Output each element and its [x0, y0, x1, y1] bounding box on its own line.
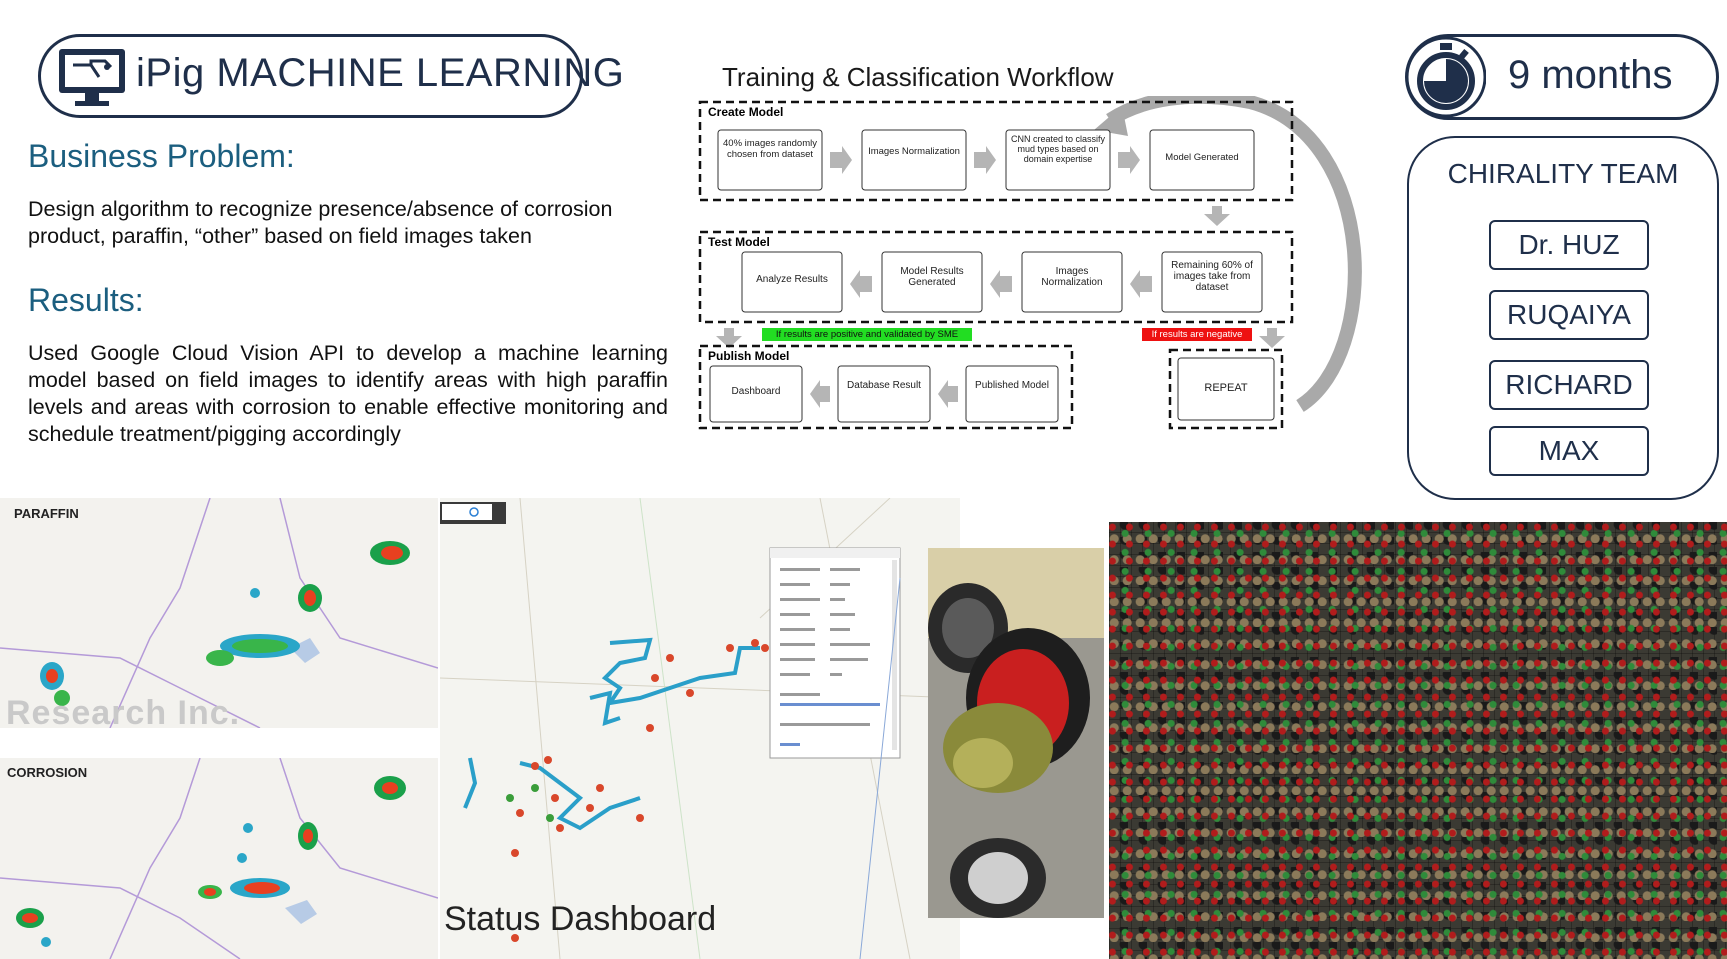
test-step: Model Results Generated [900, 266, 964, 288]
status-dashboard-label: Status Dashboard [444, 900, 717, 938]
results-text: Used Google Cloud Vision API to develop … [28, 341, 668, 446]
test-model-label: Test Model [708, 235, 770, 249]
app-title: iPig MACHINE LEARNING [136, 51, 625, 95]
business-problem-heading: Business Problem: [28, 138, 295, 174]
corrosion-heatmap: CORROSION [0, 758, 438, 959]
team-member: MAX [1489, 426, 1649, 476]
test-step: Remaining 60% of images take from datase… [1171, 260, 1253, 293]
publish-step: Dashboard [731, 386, 781, 397]
positive-note: If results are positive and validated by… [775, 329, 959, 340]
status-dashboard-map: Status Dashboard [440, 498, 960, 959]
publish-model-label: Publish Model [708, 349, 789, 363]
test-step: Analyze Results [756, 274, 828, 285]
title-banner: iPig MACHINE LEARNING [38, 34, 624, 118]
monitor-icon [59, 49, 125, 106]
test-step: Images Normalization [1041, 266, 1103, 288]
paraffin-heatmap: PARAFFIN Research Inc. [0, 498, 438, 728]
duration-text: 9 months [1508, 53, 1673, 97]
stopwatch-icon [1406, 37, 1486, 117]
create-step: CNN created to classify mud types based … [1010, 134, 1106, 164]
search-icon[interactable] [469, 507, 479, 517]
create-model-label: Create Model [708, 105, 783, 119]
repeat-step: REPEAT [1204, 382, 1248, 394]
negative-note: If results are negative [1151, 329, 1243, 340]
pig-photo [928, 548, 1104, 918]
team-member: RICHARD [1489, 360, 1649, 410]
team-member: Dr. HUZ [1489, 220, 1649, 270]
workflow-diagram: Create Model 40% images randomly chosen … [698, 96, 1362, 430]
map-watermark: Research Inc. [6, 694, 241, 728]
team-heading: CHIRALITY TEAM [1447, 158, 1679, 189]
publish-step: Published Model [975, 380, 1049, 391]
duration-banner: 9 months [1405, 34, 1719, 120]
publish-step: Database Result [847, 380, 921, 391]
team-panel: CHIRALITY TEAM Dr. HUZ RUQAIYA RICHARD M… [1407, 136, 1719, 500]
workflow-title: Training & Classification Workflow [722, 62, 1114, 92]
create-step: Images Normalization [868, 146, 960, 157]
business-problem-text: Design algorithm to recognize presence/a… [28, 197, 613, 248]
corrosion-label: CORROSION [7, 765, 88, 780]
create-step: Model Generated [1165, 152, 1239, 163]
training-image-mosaic [1109, 522, 1727, 959]
create-step: 40% images randomly chosen from dataset [723, 138, 817, 160]
results-heading: Results: [28, 282, 144, 318]
paraffin-label: PARAFFIN [14, 506, 79, 521]
team-member: RUQAIYA [1489, 290, 1649, 340]
